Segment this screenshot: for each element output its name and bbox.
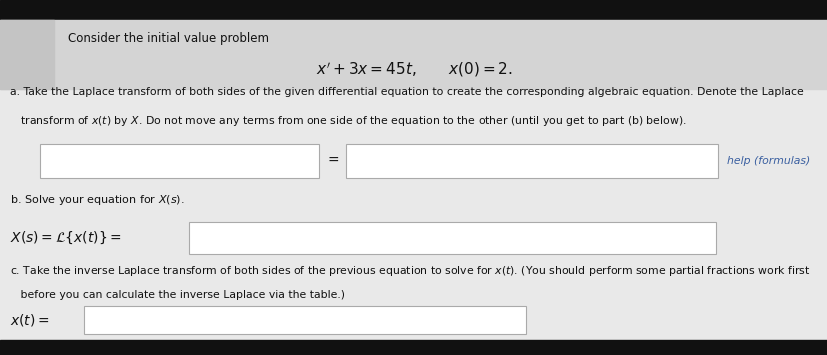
Text: Consider the initial value problem: Consider the initial value problem xyxy=(68,32,269,45)
Text: $x' + 3x = 45t, \qquad x(0) = 2.$: $x' + 3x = 45t, \qquad x(0) = 2.$ xyxy=(315,60,512,79)
Bar xyxy=(0,20,54,89)
Bar xyxy=(0,20,827,89)
Bar xyxy=(0,340,827,355)
Text: b. Solve your equation for $X(s)$.: b. Solve your equation for $X(s)$. xyxy=(10,193,184,207)
Text: a. Take the Laplace transform of both sides of the given differential equation t: a. Take the Laplace transform of both si… xyxy=(10,87,803,97)
Text: $x(t) =$: $x(t) =$ xyxy=(10,312,50,328)
Bar xyxy=(346,144,717,178)
Text: =: = xyxy=(327,154,338,168)
Text: $X(s) = \mathcal{L}\{x(t)\} =$: $X(s) = \mathcal{L}\{x(t)\} =$ xyxy=(10,230,122,246)
Text: c. Take the inverse Laplace transform of both sides of the previous equation to : c. Take the inverse Laplace transform of… xyxy=(10,264,810,278)
Text: before you can calculate the inverse Laplace via the table.): before you can calculate the inverse Lap… xyxy=(10,290,345,300)
Bar xyxy=(0,0,827,20)
Text: transform of $x(t)$ by $X$. Do not move any terms from one side of the equation : transform of $x(t)$ by $X$. Do not move … xyxy=(10,114,686,127)
Bar xyxy=(189,222,715,254)
Bar xyxy=(84,306,525,334)
Text: help (formulas): help (formulas) xyxy=(726,155,809,166)
Bar xyxy=(40,144,318,178)
